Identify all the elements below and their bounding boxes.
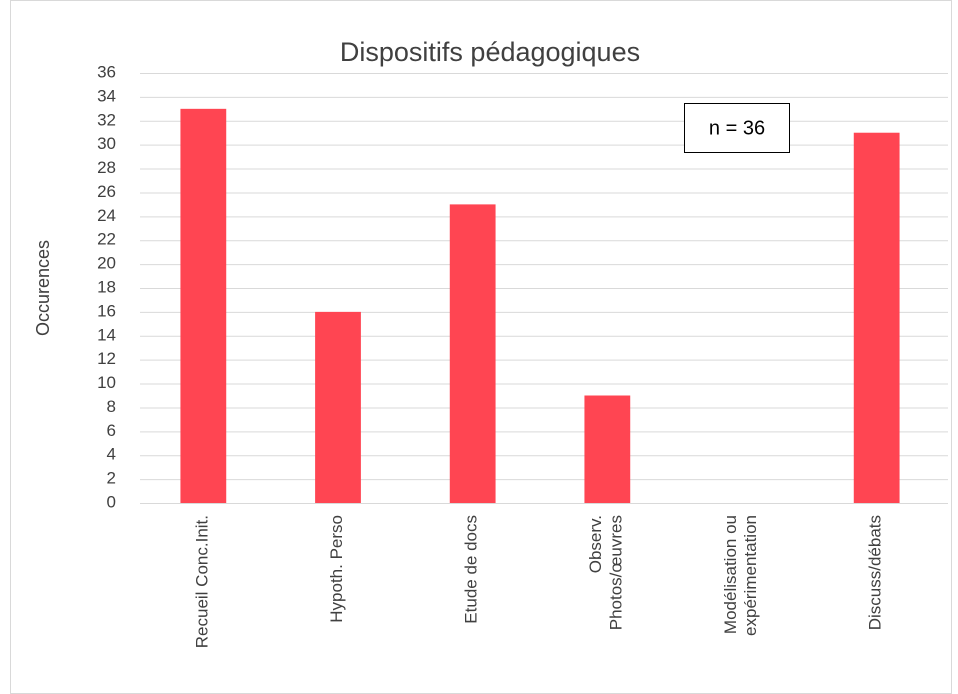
- y-tick-label: 10: [97, 373, 116, 392]
- annotation-box: [684, 103, 790, 153]
- y-axis-label: Occurences: [33, 240, 53, 336]
- bar: [180, 108, 227, 503]
- y-tick-label: 6: [107, 421, 116, 440]
- y-tick-label: 20: [97, 254, 116, 273]
- x-tick-label: Observ.Photos/œuvres: [587, 515, 626, 630]
- y-tick-label: 22: [97, 230, 116, 249]
- y-tick-label: 4: [107, 445, 116, 464]
- y-tick-label: 18: [97, 277, 116, 296]
- y-tick-label: 2: [107, 469, 116, 488]
- y-tick-label: 24: [97, 206, 116, 225]
- x-tick-label: Etude de docs: [462, 515, 481, 624]
- x-tick-label: Modélisation ouexpérimentation: [721, 515, 760, 636]
- bar: [315, 311, 361, 503]
- y-tick-label: 12: [97, 349, 116, 368]
- x-tick-label: Discuss/débats: [866, 515, 885, 630]
- bar: [449, 204, 496, 503]
- y-tick-label: 32: [97, 110, 116, 129]
- y-tick-label: 34: [97, 86, 116, 105]
- bar: [584, 395, 631, 503]
- y-tick-label: 8: [107, 397, 116, 416]
- y-tick-label: 36: [97, 62, 116, 81]
- x-tick-label: Hypoth. Perso: [327, 515, 346, 623]
- bar: [853, 132, 900, 503]
- y-tick-label: 30: [97, 134, 116, 153]
- chart-title: Dispositifs pédagogiques: [340, 37, 640, 67]
- plot: 024681012141618202224262830323436Recueil…: [97, 62, 948, 648]
- x-tick-label: Recueil Conc.Init.: [193, 515, 212, 648]
- y-tick-label: 26: [97, 182, 116, 201]
- y-tick-label: 14: [97, 325, 116, 344]
- y-tick-label: 0: [107, 492, 116, 511]
- y-tick-label: 16: [97, 301, 116, 320]
- annotation: n = 36: [709, 117, 765, 139]
- y-tick-label: 28: [97, 158, 116, 177]
